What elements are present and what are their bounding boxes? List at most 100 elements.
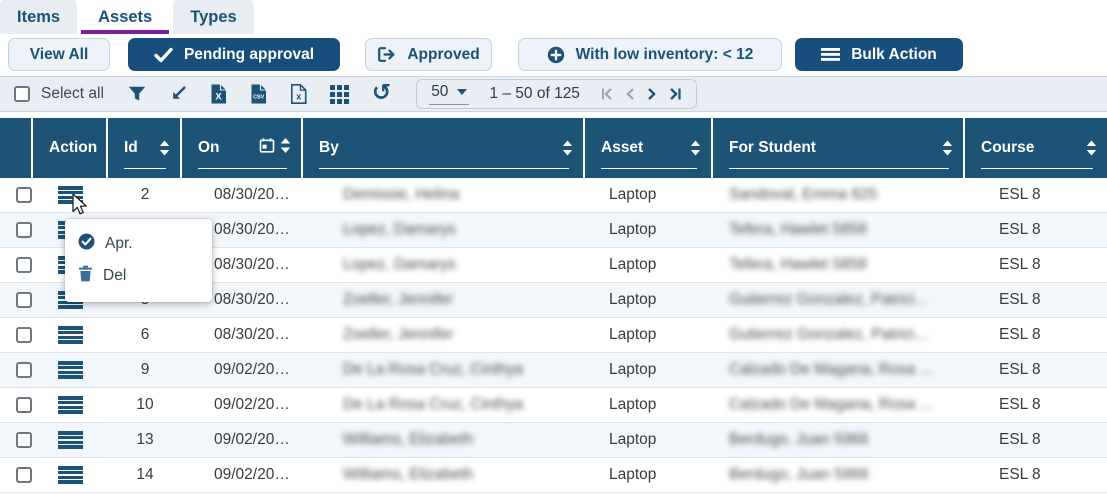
cell-student: Tefera, Hawlet 5858 — [729, 221, 867, 238]
bulk-action-label: Bulk Action — [851, 45, 937, 63]
cell-on: 09/02/20… — [214, 466, 290, 483]
sort-icon[interactable] — [1086, 140, 1097, 156]
svg-text:CSV: CSV — [253, 95, 264, 101]
cell-asset: Laptop — [609, 291, 657, 308]
compress-icon[interactable] — [169, 85, 187, 103]
excel-outline-icon[interactable]: x — [290, 84, 307, 104]
view-all-label: View All — [29, 45, 89, 63]
row-action-cell — [33, 353, 108, 387]
grid-icon[interactable] — [329, 84, 349, 104]
row-checkbox[interactable] — [16, 187, 32, 203]
row-checkbox-cell — [0, 423, 33, 457]
last-page-icon[interactable] — [667, 87, 684, 101]
table-row: 6 08/30/20… Zoeller, Jennifer Laptop Gut… — [0, 318, 1107, 353]
tab-items[interactable]: Items — [0, 0, 78, 34]
delete-menu-label: Del — [103, 267, 127, 284]
cell-student: Sandoval, Emma 825 — [729, 186, 878, 203]
cell-student: Calzado De Magana, Rosa ... — [729, 396, 933, 413]
column-filter-underline[interactable] — [981, 168, 1093, 169]
cell-course: ESL 8 — [999, 221, 1041, 238]
row-actions-menu-icon[interactable] — [58, 361, 83, 379]
first-page-icon[interactable] — [598, 87, 615, 101]
row-checkbox[interactable] — [16, 397, 32, 413]
column-header-on[interactable]: On — [182, 118, 303, 178]
row-checkbox[interactable] — [16, 467, 32, 483]
csv-file-icon[interactable]: CSV — [250, 84, 267, 104]
tab-types[interactable]: Types — [173, 0, 254, 34]
table-row: 14 09/02/20… Williams, Elizabeth Laptop … — [0, 458, 1107, 493]
undo-icon[interactable]: ↺ — [371, 80, 392, 106]
calendar-icon[interactable] — [259, 138, 275, 159]
row-checkbox-cell — [0, 248, 33, 282]
row-actions-menu-icon[interactable] — [58, 466, 83, 484]
sort-icon[interactable] — [690, 140, 701, 156]
cell-asset: Laptop — [609, 221, 657, 238]
column-label-asset: Asset — [601, 139, 644, 156]
row-checkbox-cell — [0, 318, 33, 352]
cell-id: 2 — [140, 186, 150, 203]
table-row: 10 09/02/20… De La Rosa Cruz, Cinthya La… — [0, 388, 1107, 423]
approve-menu-label: Apr. — [105, 235, 133, 252]
cell-on: 08/30/20… — [214, 291, 290, 308]
cell-course: ESL 8 — [999, 361, 1041, 378]
row-action-cell — [33, 458, 108, 492]
pagination-range: 1 – 50 of 125 — [489, 85, 580, 102]
row-actions-menu-icon[interactable] — [58, 326, 83, 344]
tab-assets[interactable]: Assets — [81, 0, 170, 34]
column-label-for-student: For Student — [729, 139, 816, 156]
column-filter-underline[interactable] — [601, 168, 697, 169]
pending-approval-label: Pending approval — [183, 45, 315, 63]
row-checkbox[interactable] — [16, 432, 32, 448]
row-checkbox[interactable] — [16, 257, 32, 273]
row-actions-menu-icon[interactable] — [58, 431, 83, 449]
row-checkbox[interactable] — [16, 362, 32, 378]
column-header-by[interactable]: By — [303, 118, 585, 178]
active-tab-underline — [81, 30, 170, 34]
column-filter-underline[interactable] — [124, 168, 166, 169]
select-all-checkbox[interactable] — [14, 86, 30, 102]
column-filter-underline[interactable] — [319, 168, 569, 169]
approved-button[interactable]: Approved — [365, 38, 492, 71]
pagination-nav — [598, 87, 684, 101]
column-filter-underline[interactable] — [198, 168, 287, 169]
column-header-id[interactable]: Id — [108, 118, 182, 178]
low-inventory-button[interactable]: With low inventory: < 12 — [518, 38, 782, 71]
column-header-course[interactable]: Course — [965, 118, 1107, 178]
row-actions-menu-icon[interactable] — [58, 186, 83, 204]
column-label-by: By — [319, 139, 339, 156]
sort-icon[interactable] — [280, 138, 291, 159]
sort-icon[interactable] — [562, 140, 573, 156]
delete-menu-item[interactable]: Del — [65, 260, 212, 292]
column-label-on: On — [198, 139, 220, 156]
row-actions-menu-icon[interactable] — [58, 396, 83, 414]
select-all-label: Select all — [41, 85, 104, 102]
cell-course: ESL 8 — [999, 256, 1041, 273]
sort-icon[interactable] — [942, 140, 953, 156]
approve-menu-item[interactable]: Apr. — [65, 228, 212, 260]
previous-page-icon[interactable] — [623, 87, 637, 101]
row-checkbox[interactable] — [16, 327, 32, 343]
plus-circle-icon — [547, 46, 565, 64]
column-header-asset[interactable]: Asset — [585, 118, 713, 178]
row-checkbox[interactable] — [16, 222, 32, 238]
column-filter-underline[interactable] — [729, 168, 949, 169]
pending-approval-button[interactable]: Pending approval — [128, 38, 340, 71]
column-header-for-student[interactable]: For Student — [713, 118, 965, 178]
page-size-select[interactable]: 50 — [429, 83, 470, 105]
excel-filled-icon[interactable]: X — [210, 84, 227, 104]
cell-by: Zoeller, Jennifer — [343, 326, 454, 343]
bulk-action-button[interactable]: Bulk Action — [795, 38, 963, 71]
row-checkbox[interactable] — [16, 292, 32, 308]
view-all-button[interactable]: View All — [8, 38, 110, 71]
cell-asset: Laptop — [609, 466, 657, 483]
cell-by: De La Rosa Cruz, Cinthya — [343, 361, 524, 378]
svg-text:X: X — [215, 91, 222, 102]
table-row: 2 08/30/20… Demissie, Helina Laptop Sand… — [0, 178, 1107, 213]
cell-course: ESL 8 — [999, 326, 1041, 343]
cell-student: Berdugo, Juan 5966 — [729, 466, 869, 483]
filter-icon[interactable] — [128, 86, 146, 102]
row-checkbox-cell — [0, 353, 33, 387]
sort-icon[interactable] — [159, 140, 170, 156]
cell-id: 9 — [140, 361, 150, 378]
next-page-icon[interactable] — [645, 87, 659, 101]
